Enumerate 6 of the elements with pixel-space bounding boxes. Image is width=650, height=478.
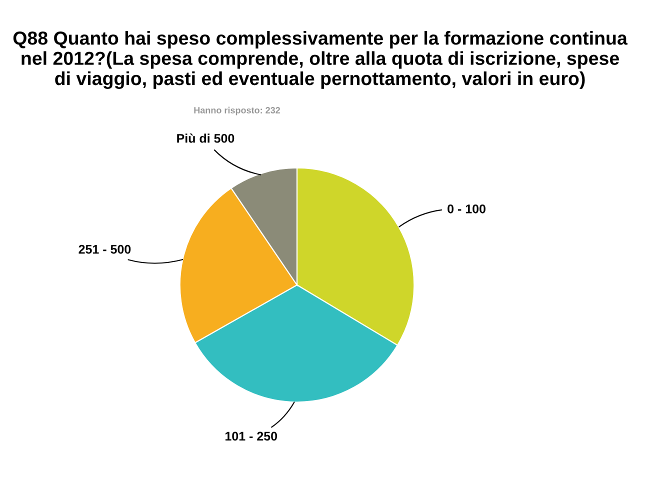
slice-label: 251 - 500 [78, 244, 131, 254]
chart-title: Q88 Quanto hai speso complessivamente per la formazione continua nel 2012?(La spesa comprende, oltre alla quota di iscrizione, spese di viaggio, pasti ed eventuale pernottamento, valori in euro) [13, 31, 628, 89]
slice-label: 101 - 250 [225, 432, 278, 441]
chart-subtitle: Hanno risposto: 232 [194, 106, 280, 116]
slice-label: Più di 500 [177, 134, 234, 143]
slice-label: 0 - 100 [448, 204, 486, 214]
